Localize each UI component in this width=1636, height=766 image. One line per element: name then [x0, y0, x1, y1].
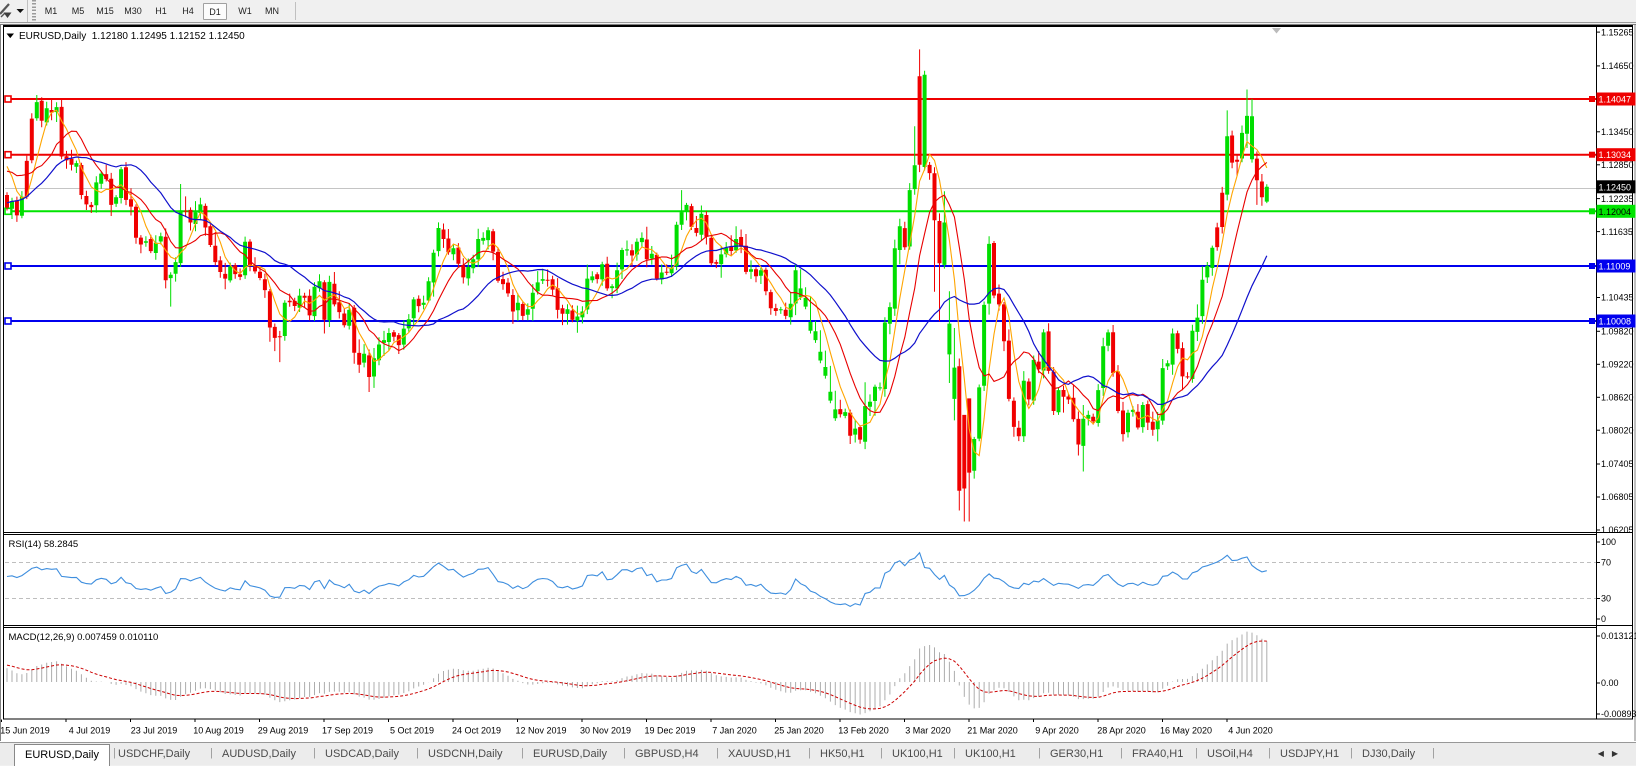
svg-text:1.13450: 1.13450	[1601, 127, 1634, 137]
svg-text:1.09220: 1.09220	[1601, 360, 1634, 370]
svg-text:1.14650: 1.14650	[1601, 61, 1634, 71]
svg-text:16 May 2020: 16 May 2020	[1160, 726, 1212, 736]
svg-text:1.14047: 1.14047	[1599, 95, 1632, 105]
svg-text:1.11009: 1.11009	[1599, 262, 1631, 272]
svg-text:1.12235: 1.12235	[1601, 194, 1634, 204]
svg-text:1.10008: 1.10008	[1599, 317, 1632, 327]
svg-text:RSI(14) 58.2845: RSI(14) 58.2845	[9, 539, 79, 550]
svg-text:1.06805: 1.06805	[1601, 492, 1634, 502]
svg-text:1.12004: 1.12004	[1599, 207, 1632, 217]
svg-text:30 Nov 2019: 30 Nov 2019	[580, 726, 631, 736]
svg-text:25 Jan 2020: 25 Jan 2020	[774, 726, 824, 736]
svg-text:-0.00893: -0.00893	[1601, 709, 1636, 719]
svg-text:1.12450: 1.12450	[1599, 182, 1632, 192]
svg-text:4 Jul 2019: 4 Jul 2019	[69, 726, 111, 736]
svg-text:3 Mar 2020: 3 Mar 2020	[905, 726, 951, 736]
svg-text:70: 70	[1601, 558, 1611, 568]
svg-text:1.11635: 1.11635	[1601, 227, 1633, 237]
svg-text:1.08020: 1.08020	[1601, 425, 1634, 435]
svg-text:28 Apr 2020: 28 Apr 2020	[1097, 726, 1146, 736]
svg-text:19 Dec 2019: 19 Dec 2019	[644, 726, 695, 736]
svg-text:1.09820: 1.09820	[1601, 327, 1634, 337]
svg-text:100: 100	[1601, 537, 1616, 547]
svg-text:13 Feb 2020: 13 Feb 2020	[838, 726, 889, 736]
svg-text:1.07405: 1.07405	[1601, 459, 1634, 469]
svg-text:24 Oct 2019: 24 Oct 2019	[452, 726, 501, 736]
svg-text:1.12850: 1.12850	[1601, 160, 1634, 170]
svg-text:7 Jan 2020: 7 Jan 2020	[712, 726, 757, 736]
svg-text:12 Nov 2019: 12 Nov 2019	[515, 726, 566, 736]
svg-text:MACD(12,26,9) 0.007459 0.01011: MACD(12,26,9) 0.007459 0.010110	[9, 632, 159, 643]
svg-text:10 Aug 2019: 10 Aug 2019	[193, 726, 244, 736]
svg-text:15 Jun 2019: 15 Jun 2019	[0, 726, 50, 736]
svg-text:1.08620: 1.08620	[1601, 393, 1634, 403]
svg-text:1.15265: 1.15265	[1601, 27, 1634, 37]
svg-text:1.13034: 1.13034	[1599, 150, 1632, 160]
svg-text:1.10435: 1.10435	[1601, 293, 1634, 303]
svg-text:1.06205: 1.06205	[1601, 525, 1634, 535]
svg-text:0.013121: 0.013121	[1601, 631, 1636, 641]
svg-text:5 Oct 2019: 5 Oct 2019	[390, 726, 434, 736]
svg-text:EURUSD,Daily 1.12180 1.12495: EURUSD,Daily 1.12180 1.12495 1.12152 1.1…	[19, 31, 245, 42]
svg-text:23 Jul 2019: 23 Jul 2019	[131, 726, 178, 736]
svg-text:4 Jun 2020: 4 Jun 2020	[1228, 726, 1273, 736]
svg-text:29 Aug 2019: 29 Aug 2019	[258, 726, 309, 736]
svg-text:21 Mar 2020: 21 Mar 2020	[967, 726, 1018, 736]
svg-text:17 Sep 2019: 17 Sep 2019	[322, 726, 373, 736]
svg-text:0.00: 0.00	[1601, 678, 1619, 688]
svg-text:30: 30	[1601, 594, 1611, 604]
svg-text:9 Apr 2020: 9 Apr 2020	[1035, 726, 1079, 736]
svg-text:0: 0	[1601, 614, 1606, 624]
